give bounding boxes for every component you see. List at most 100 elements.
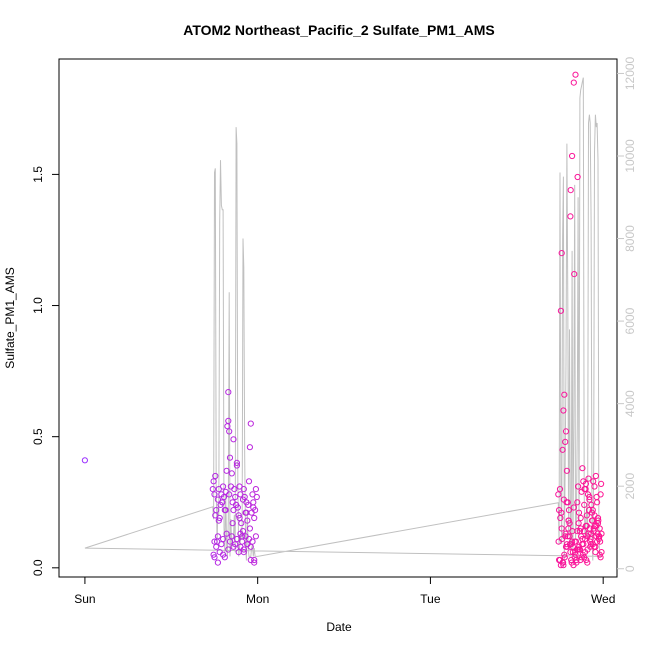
data-point — [229, 520, 236, 527]
data-point — [213, 543, 220, 550]
data-point — [598, 549, 605, 556]
data-point — [567, 213, 574, 220]
data-point — [249, 538, 256, 545]
data-point — [584, 546, 591, 553]
data-point — [220, 535, 227, 543]
data-point — [226, 538, 234, 545]
data-points — [81, 71, 605, 569]
data-point — [235, 512, 242, 519]
data-point — [211, 491, 218, 498]
data-point — [561, 391, 568, 398]
data-point — [558, 525, 565, 532]
data-point — [563, 467, 571, 474]
data-point — [226, 491, 233, 498]
data-point — [230, 507, 237, 514]
data-point — [251, 559, 258, 566]
data-point — [243, 509, 250, 516]
data-point — [228, 470, 235, 477]
data-point — [555, 538, 562, 545]
data-point — [591, 483, 598, 490]
chart-title: ATOM2 Northeast_Pacific_2 Sulfate_PM1_AM… — [183, 22, 494, 38]
data-point — [225, 389, 232, 396]
data-point — [579, 541, 586, 548]
data-point — [223, 467, 230, 474]
data-point — [215, 517, 222, 524]
data-point — [579, 465, 586, 472]
data-point — [209, 486, 216, 493]
right-tick-label: 12000 — [623, 56, 637, 90]
data-point — [577, 514, 584, 522]
data-point — [587, 535, 594, 543]
data-point — [218, 541, 225, 548]
data-point — [574, 499, 581, 506]
data-point — [233, 462, 240, 469]
data-point — [562, 438, 569, 445]
data-point — [590, 478, 597, 485]
data-point — [232, 493, 239, 501]
data-point — [572, 71, 579, 78]
data-point — [563, 499, 570, 506]
data-point — [237, 543, 244, 550]
data-point — [237, 491, 244, 498]
data-point — [561, 551, 568, 558]
data-point — [239, 538, 246, 545]
data-point — [592, 472, 600, 480]
data-point — [237, 530, 244, 537]
right-tick-label: 8000 — [623, 225, 637, 252]
right-y-axis: 0 2000 4000 6000 8000 10000 12000 — [617, 56, 637, 572]
data-point — [250, 499, 257, 506]
data-point — [591, 522, 599, 530]
data-point — [214, 559, 221, 566]
right-tick-label: 6000 — [623, 307, 637, 334]
data-point — [569, 152, 576, 160]
data-point — [220, 483, 227, 490]
data-point — [233, 535, 240, 543]
data-point — [592, 549, 599, 556]
data-point — [236, 483, 243, 490]
data-point — [558, 250, 565, 257]
y-tick-label: 1.5 — [31, 166, 45, 183]
data-point — [225, 417, 232, 424]
data-point — [557, 307, 565, 314]
data-point — [579, 551, 586, 558]
data-point — [220, 493, 228, 501]
data-point — [555, 491, 562, 498]
data-point — [212, 472, 219, 480]
data-point — [250, 504, 257, 511]
data-point — [578, 533, 585, 540]
data-point — [575, 509, 583, 516]
data-point — [581, 501, 588, 508]
data-point — [244, 517, 251, 524]
y-axis-label: Sulfate_PM1_AMS — [3, 267, 17, 368]
data-point — [226, 428, 233, 435]
data-point — [571, 271, 578, 278]
data-point — [584, 491, 592, 498]
data-point — [582, 486, 589, 493]
data-point — [252, 533, 259, 540]
data-point — [574, 173, 581, 181]
data-point — [585, 475, 592, 482]
secondary-line — [84, 77, 602, 561]
data-point — [565, 517, 572, 524]
secondary-series-line — [84, 77, 602, 561]
data-point — [240, 486, 247, 493]
plot-frame — [58, 58, 618, 578]
data-point — [588, 501, 595, 508]
y-tick-label: 1.0 — [31, 297, 45, 314]
x-axis: Sun Mon Tue Wed — [74, 577, 615, 606]
data-point — [246, 444, 253, 451]
data-point — [240, 549, 247, 556]
right-tick-label: 10000 — [623, 139, 637, 173]
data-point — [231, 486, 238, 493]
x-tick-label: Sun — [74, 592, 95, 606]
data-point — [558, 509, 565, 516]
data-point — [215, 486, 222, 493]
data-point — [225, 546, 232, 553]
data-point — [211, 538, 218, 545]
data-point — [251, 514, 258, 522]
data-point — [586, 525, 593, 532]
data-point — [562, 530, 569, 537]
data-point — [572, 549, 579, 556]
